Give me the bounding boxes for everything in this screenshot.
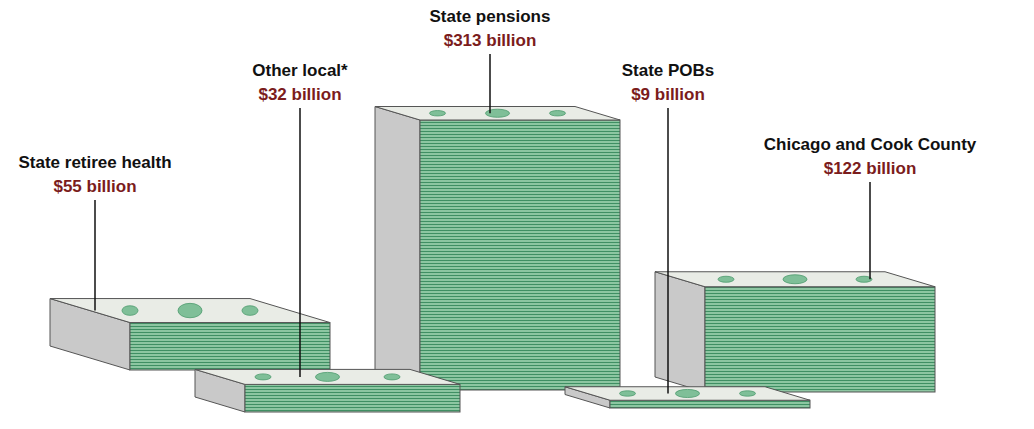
bill-ornament <box>550 111 566 116</box>
labels: State retiree health $55 billion Other loc… <box>18 7 976 393</box>
bill-ornament <box>486 109 510 117</box>
value-label: $55 billion <box>53 177 136 196</box>
bill-ornament <box>430 111 446 116</box>
value-label: $313 billion <box>444 31 537 50</box>
bill-ornament <box>676 389 700 397</box>
stack-front <box>420 120 620 390</box>
stack-side <box>655 272 705 392</box>
bill-ornament <box>718 276 734 282</box>
money-stack <box>655 272 935 392</box>
stack-side <box>375 107 420 391</box>
category-label: State retiree health <box>18 153 171 172</box>
value-label: $122 billion <box>824 159 917 178</box>
bill-ornament <box>740 391 756 396</box>
leader-line <box>299 108 301 377</box>
stack-top <box>375 107 620 121</box>
category-label: State pensions <box>430 7 551 26</box>
money-stack <box>375 107 620 391</box>
bill-ornament <box>384 374 400 380</box>
stack-top <box>655 272 935 287</box>
bill-ornament <box>242 306 258 316</box>
leader-line <box>489 54 491 113</box>
stack-top <box>195 369 460 384</box>
money-stack <box>50 299 330 370</box>
money-stack <box>565 387 810 408</box>
stack-front <box>245 384 460 412</box>
leader-line <box>94 200 96 311</box>
stack-front <box>610 400 810 408</box>
stack-top <box>565 387 810 401</box>
leader-line <box>869 182 871 279</box>
stack-front <box>705 287 935 392</box>
leader-line <box>667 108 669 393</box>
bill-ornament <box>620 391 636 396</box>
stack-top <box>50 299 330 323</box>
bill-ornament <box>122 306 138 316</box>
category-label: Other local* <box>252 61 348 80</box>
value-label: $32 billion <box>258 85 341 104</box>
bill-ornament <box>783 275 807 284</box>
chart: State retiree health $55 billion Other loc… <box>0 0 1034 429</box>
bill-ornament <box>178 303 202 317</box>
category-label: Chicago and Cook County <box>764 135 977 154</box>
bill-ornament <box>316 372 340 381</box>
value-label: $9 billion <box>631 85 705 104</box>
money-stack <box>195 369 460 412</box>
category-label: State POBs <box>622 61 715 80</box>
bill-ornament <box>255 374 271 380</box>
